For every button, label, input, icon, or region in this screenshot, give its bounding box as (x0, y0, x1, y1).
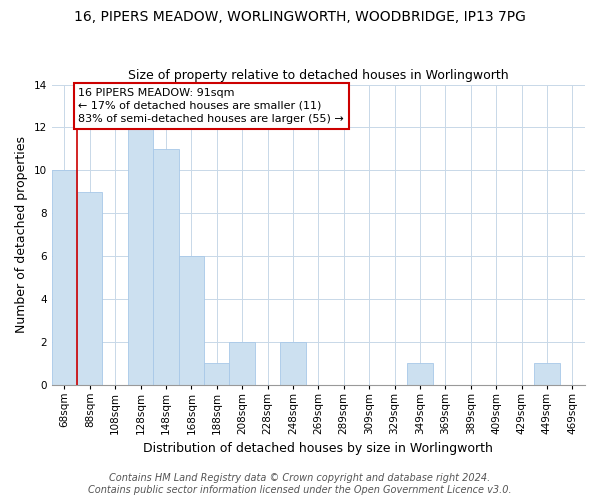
Y-axis label: Number of detached properties: Number of detached properties (15, 136, 28, 333)
Bar (153, 149, 179, 384)
Text: 16, PIPERS MEADOW, WORLINGWORTH, WOODBRIDGE, IP13 7PG: 16, PIPERS MEADOW, WORLINGWORTH, WOODBRI… (74, 10, 526, 24)
Text: Contains HM Land Registry data © Crown copyright and database right 2024.
Contai: Contains HM Land Registry data © Crown c… (88, 474, 512, 495)
Title: Size of property relative to detached houses in Worlingworth: Size of property relative to detached ho… (128, 69, 509, 82)
Bar (77, 192, 103, 384)
Bar (52, 170, 77, 384)
Bar (280, 342, 305, 384)
X-axis label: Distribution of detached houses by size in Worlingworth: Distribution of detached houses by size … (143, 442, 493, 455)
Bar (179, 256, 204, 384)
Bar (128, 128, 153, 384)
Bar (407, 363, 433, 384)
Text: 16 PIPERS MEADOW: 91sqm
← 17% of detached houses are smaller (11)
83% of semi-de: 16 PIPERS MEADOW: 91sqm ← 17% of detache… (79, 88, 344, 124)
Bar (229, 342, 255, 384)
Bar (534, 363, 560, 384)
Bar (204, 363, 229, 384)
